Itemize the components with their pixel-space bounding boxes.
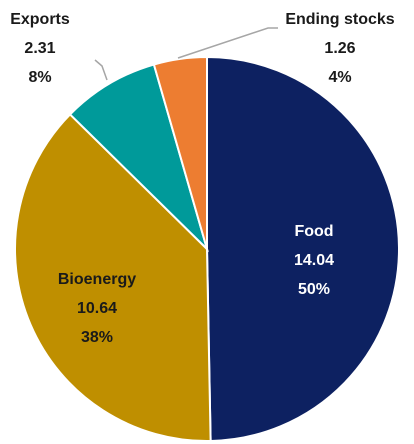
percent-label: 8%	[28, 69, 51, 86]
percent-label: 38%	[81, 329, 113, 346]
leader-line	[177, 27, 278, 59]
value-label: 14.04	[294, 252, 334, 269]
pie-slice	[152, 55, 208, 250]
pie-slice	[206, 55, 401, 442]
pie-slice	[68, 63, 210, 253]
category-label: Food	[294, 223, 333, 240]
category-label: Ending stocks	[285, 11, 394, 28]
category-label: Exports	[10, 11, 70, 28]
slices	[14, 55, 401, 442]
pie-slice	[14, 112, 212, 442]
value-label: 1.26	[324, 40, 355, 57]
percent-label: 4%	[328, 69, 351, 86]
percent-label: 50%	[298, 281, 330, 298]
leader-line	[94, 59, 108, 81]
value-label: 10.64	[77, 300, 117, 317]
value-label: 2.31	[24, 40, 55, 57]
category-label: Bioenergy	[58, 271, 136, 288]
